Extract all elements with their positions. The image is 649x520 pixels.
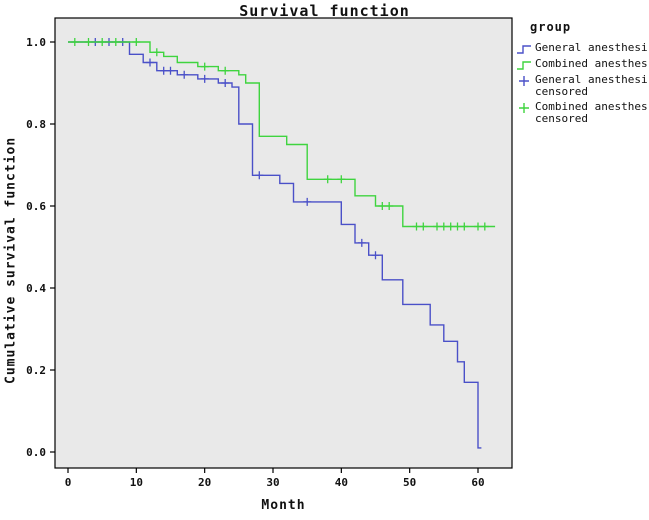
legend-line-swatch-icon <box>517 61 531 70</box>
svg-text:50: 50 <box>403 476 416 489</box>
svg-text:60: 60 <box>471 476 484 489</box>
legend-title: group <box>530 20 572 34</box>
legend-censor-plus-icon <box>519 103 529 113</box>
svg-text:0.0: 0.0 <box>26 446 46 459</box>
svg-text:0.6: 0.6 <box>26 200 46 213</box>
svg-text:0.8: 0.8 <box>26 118 46 131</box>
svg-text:0: 0 <box>65 476 72 489</box>
svg-text:10: 10 <box>130 476 143 489</box>
legend-item: Combined anesthes censored <box>516 101 649 125</box>
legend: group General anesthesi Combined anesthes… <box>516 20 649 128</box>
legend-item-label: General anesthesi censored <box>535 73 648 98</box>
legend-item-label: Combined anesthes <box>535 57 648 70</box>
x-axis-label: Month <box>261 498 306 513</box>
svg-text:0.2: 0.2 <box>26 364 46 377</box>
svg-text:20: 20 <box>198 476 211 489</box>
legend-item: Combined anesthes <box>516 58 649 71</box>
legend-censor-plus-icon <box>519 76 529 86</box>
legend-line-swatch-icon <box>517 45 531 54</box>
chart-title: Survival function <box>239 2 410 20</box>
legend-item-label: Combined anesthes censored <box>535 100 648 125</box>
legend-item-label: General anesthesi <box>535 41 648 54</box>
svg-text:40: 40 <box>335 476 348 489</box>
svg-text:1.0: 1.0 <box>26 36 46 49</box>
legend-item: General anesthesi <box>516 42 649 55</box>
legend-item: General anesthesi censored <box>516 74 649 98</box>
svg-text:30: 30 <box>266 476 279 489</box>
legend-items: General anesthesi Combined anesthes Genera… <box>516 42 649 125</box>
svg-text:0.4: 0.4 <box>26 282 46 295</box>
